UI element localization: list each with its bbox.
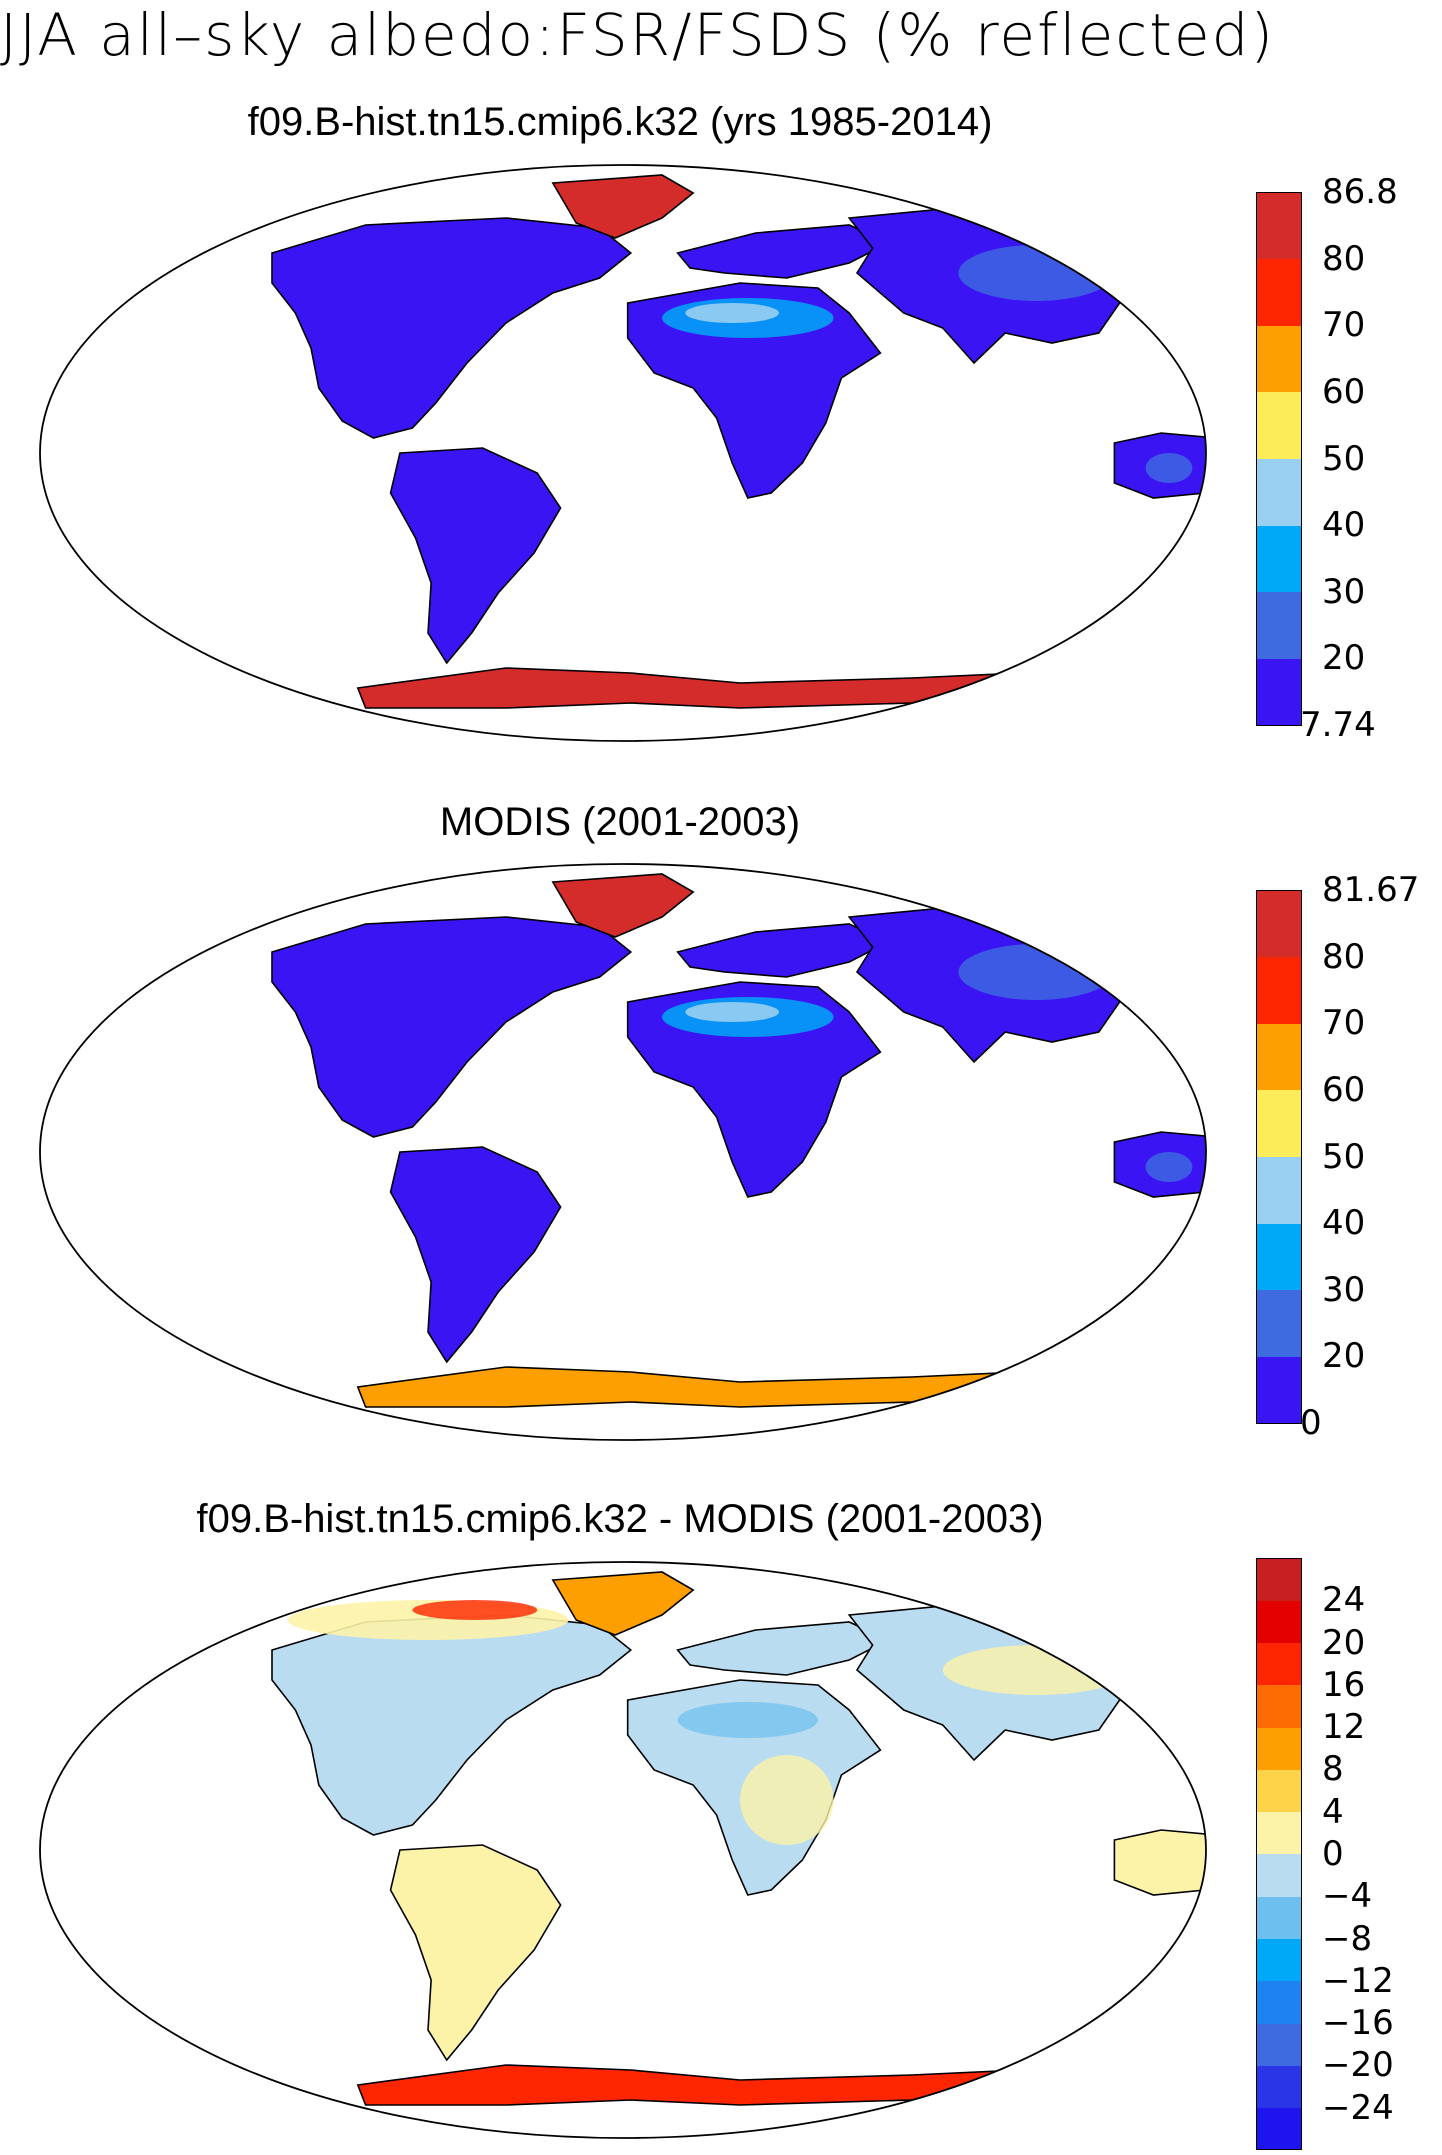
colorbar-swatch: [1256, 1896, 1302, 1940]
panel-2-colorbar: [1256, 890, 1302, 1424]
colorbar-label: 20: [1322, 1336, 1366, 1377]
figure-title: JJA all–sky albedo:FSR/FSDS (% reflected…: [0, 1, 1276, 69]
colorbar-swatch: [1256, 956, 1302, 1024]
colorbar-label: −24: [1322, 2087, 1394, 2128]
colorbar-label: 60: [1322, 371, 1366, 412]
colorbar-label: 16: [1322, 1664, 1366, 1705]
colorbar-swatch: [1256, 1938, 1302, 1982]
colorbar-swatch: [1256, 2107, 1302, 2151]
colorbar-label: 80: [1322, 238, 1366, 279]
colorbar-label: −4: [1322, 1876, 1373, 1917]
colorbar-swatch: [1256, 1156, 1302, 1224]
continent-africa: [628, 982, 881, 1197]
continent-australia: [1114, 1830, 1206, 1895]
colorbar-label: 7.74: [1300, 705, 1376, 745]
colorbar-swatch: [1256, 458, 1302, 526]
colorbar-label: 30: [1322, 1269, 1366, 1310]
colorbar-label: −12: [1322, 1960, 1394, 2001]
colorbar-swatch: [1256, 1769, 1302, 1813]
panel-2-map: [39, 863, 1207, 1441]
colorbar-swatch: [1256, 2023, 1302, 2066]
colorbar-label: 24: [1322, 1580, 1366, 1621]
colorbar-swatch: [1256, 658, 1302, 726]
continent-south-america: [391, 448, 561, 663]
colorbar-swatch: [1256, 525, 1302, 593]
colorbar-swatch: [1256, 2065, 1302, 2109]
continent-south-america: [391, 1147, 561, 1362]
colorbar-label: −20: [1322, 2045, 1394, 2086]
continent-europe: [678, 225, 889, 278]
colorbar-label: 0: [1300, 1403, 1322, 1443]
continent-south-america: [391, 1845, 561, 2060]
colorbar-swatch: [1256, 1356, 1302, 1424]
panel-1-map: [39, 164, 1207, 742]
continent-africa: [628, 283, 881, 498]
colorbar-label: 40: [1322, 505, 1366, 546]
map-border: [39, 863, 1207, 1441]
colorbar-label: 20: [1322, 1622, 1366, 1663]
colorbar-label: 86.8: [1322, 172, 1398, 212]
colorbar-swatch: [1256, 1600, 1302, 1644]
colorbar-swatch: [1256, 192, 1302, 260]
colorbar-swatch: [1256, 1089, 1302, 1157]
colorbar-label: −16: [1322, 2003, 1394, 2044]
colorbar-label: 50: [1322, 438, 1366, 479]
colorbar-label: 81.67: [1322, 870, 1420, 910]
colorbar-swatch: [1256, 1289, 1302, 1357]
colorbar-swatch: [1256, 1223, 1302, 1291]
colorbar-label: 30: [1322, 571, 1366, 612]
continent-greenland: [553, 175, 693, 238]
colorbar-swatch: [1256, 890, 1302, 958]
colorbar-swatch: [1256, 391, 1302, 459]
colorbar-swatch: [1256, 1811, 1302, 1855]
panel-1-title: f09.B-hist.tn15.cmip6.k32 (yrs 1985-2014…: [247, 100, 993, 144]
continent-greenland: [553, 874, 693, 937]
map-border: [39, 164, 1207, 742]
continent-europe: [678, 924, 889, 977]
colorbar-swatch: [1256, 591, 1302, 659]
colorbar-label: 50: [1322, 1136, 1366, 1177]
panel-1-colorbar: [1256, 192, 1302, 726]
colorbar-swatch: [1256, 1854, 1302, 1897]
colorbar-label: 4: [1322, 1791, 1344, 1832]
colorbar-label: 80: [1322, 936, 1366, 977]
colorbar-swatch: [1256, 1023, 1302, 1091]
colorbar-label: −8: [1322, 1918, 1373, 1959]
map-border: [39, 1561, 1207, 2139]
colorbar-label: 12: [1322, 1707, 1366, 1748]
colorbar-label: 8: [1322, 1749, 1344, 1790]
colorbar-label: 70: [1322, 1003, 1366, 1044]
colorbar-label: 40: [1322, 1203, 1366, 1244]
colorbar-swatch: [1256, 1558, 1302, 1601]
colorbar-swatch: [1256, 1642, 1302, 1686]
panel-3-map: [39, 1561, 1207, 2139]
continent-europe: [678, 1622, 889, 1675]
colorbar-label: 60: [1322, 1069, 1366, 1110]
colorbar-swatch: [1256, 1727, 1302, 1770]
colorbar-label: 0: [1322, 1834, 1344, 1874]
colorbar-swatch: [1256, 1980, 1302, 2024]
colorbar-swatch: [1256, 325, 1302, 393]
colorbar-label: 20: [1322, 638, 1366, 679]
panel-2-title: MODIS (2001-2003): [439, 800, 801, 844]
colorbar-swatch: [1256, 1684, 1302, 1728]
colorbar-swatch: [1256, 258, 1302, 326]
panel-3-title: f09.B-hist.tn15.cmip6.k32 - MODIS (2001-…: [196, 1497, 1044, 1541]
panel-3-colorbar: [1256, 1558, 1302, 2151]
continent-greenland: [553, 1572, 693, 1635]
colorbar-label: 70: [1322, 305, 1366, 346]
